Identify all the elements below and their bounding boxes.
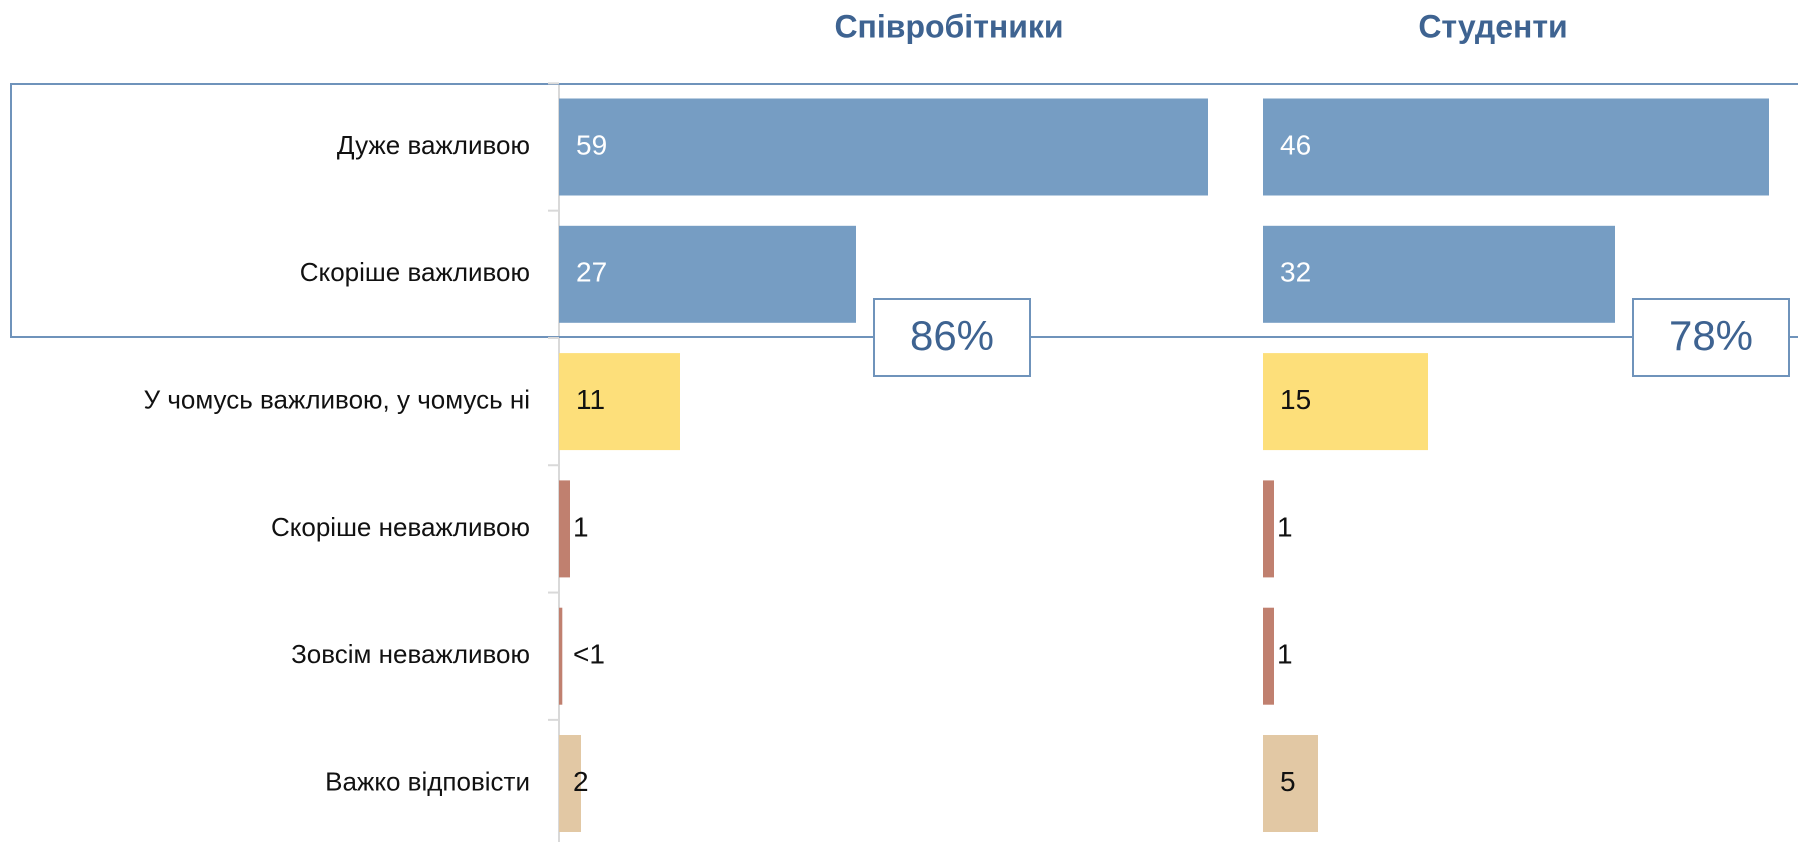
value-label: 46 bbox=[1280, 129, 1311, 160]
value-label: <1 bbox=[573, 639, 605, 670]
total-label: 86% bbox=[910, 312, 994, 359]
value-label: 5 bbox=[1280, 766, 1296, 797]
total-box bbox=[873, 298, 1031, 377]
value-label: 1 bbox=[573, 511, 589, 542]
bar bbox=[1263, 98, 1769, 196]
value-label: 1 bbox=[1277, 511, 1293, 542]
bar bbox=[559, 480, 570, 578]
category-label: Скоріше неважливою bbox=[271, 512, 530, 542]
value-label: 2 bbox=[573, 766, 589, 797]
value-label: 1 bbox=[1277, 639, 1293, 670]
total-box bbox=[1632, 298, 1790, 377]
value-label: 15 bbox=[1280, 384, 1311, 415]
bar bbox=[559, 607, 563, 705]
bar bbox=[559, 735, 581, 832]
bar bbox=[1263, 735, 1318, 832]
value-label: 27 bbox=[576, 257, 607, 288]
value-label: 59 bbox=[576, 129, 607, 160]
bar bbox=[559, 225, 856, 323]
category-label: Важко відповісти bbox=[325, 766, 530, 796]
bar bbox=[1263, 353, 1428, 451]
category-label: У чомусь важливою, у чомусь ні bbox=[144, 384, 530, 414]
panel-title: Співробітники bbox=[834, 8, 1063, 44]
value-label: 11 bbox=[576, 384, 605, 415]
bar bbox=[559, 98, 1208, 196]
bar bbox=[559, 353, 680, 451]
category-label: Скоріше важливою bbox=[300, 257, 530, 287]
category-label: Дуже важливою bbox=[337, 130, 530, 160]
category-label: Зовсім неважливою bbox=[291, 639, 530, 669]
panel-title: Студенти bbox=[1418, 8, 1567, 44]
bar bbox=[1263, 225, 1615, 323]
bar bbox=[1263, 480, 1274, 578]
total-label: 78% bbox=[1669, 312, 1753, 359]
value-label: 32 bbox=[1280, 257, 1311, 288]
bar bbox=[1263, 607, 1274, 705]
